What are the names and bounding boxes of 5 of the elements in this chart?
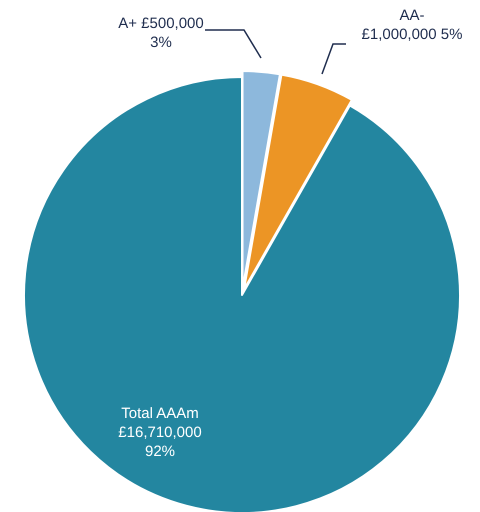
slice-label: Total AAAm — [121, 405, 199, 422]
data-label: £16,710,000 92% — [118, 424, 202, 460]
data-label: £1,000,000 5% — [362, 26, 462, 43]
slice-label: A+ £500,000 3% — [118, 15, 204, 51]
slice-label: AA- — [399, 7, 425, 24]
